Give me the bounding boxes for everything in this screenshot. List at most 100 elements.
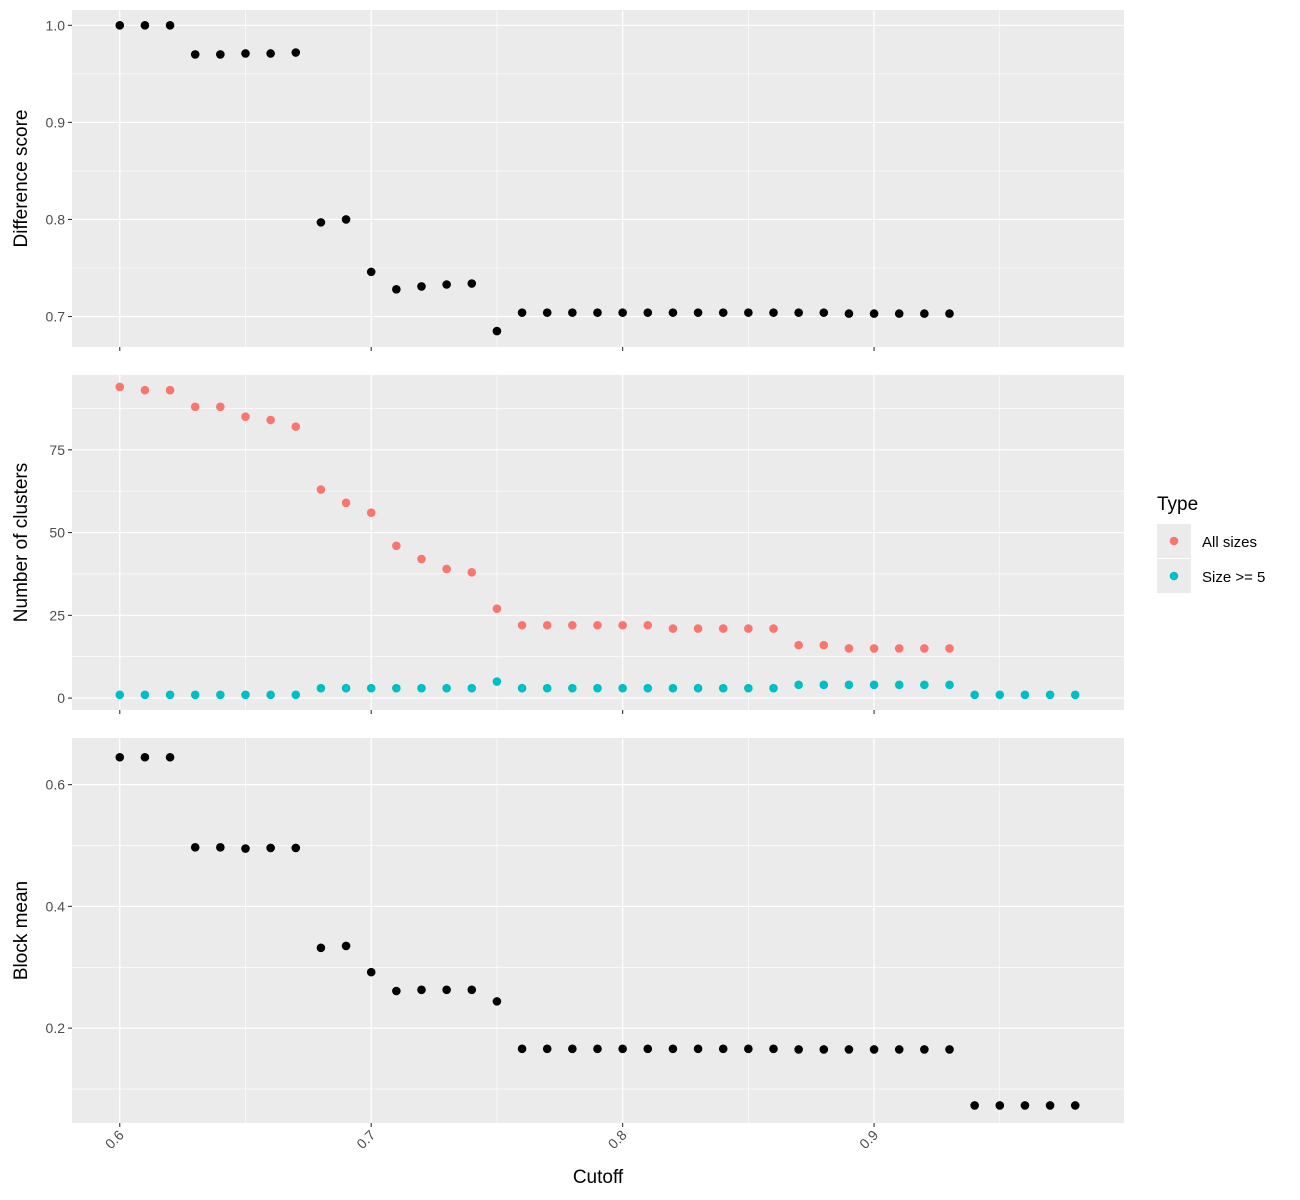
data-point (769, 624, 778, 633)
data-point (794, 308, 803, 317)
data-point (844, 309, 854, 318)
x-tick-label: 0.8 (605, 1127, 630, 1152)
data-point (341, 683, 351, 693)
x-tick-label: 0.7 (353, 1127, 378, 1152)
data-point (392, 986, 401, 996)
data-point (744, 1044, 753, 1054)
data-point (945, 680, 954, 690)
series-points (115, 752, 1080, 1110)
data-point (366, 508, 376, 518)
data-point (1020, 1101, 1030, 1110)
series-points (115, 21, 954, 336)
data-point (769, 1044, 778, 1054)
data-point (618, 1044, 627, 1054)
data-point (769, 683, 778, 693)
y-tick-label: 50 (49, 525, 65, 541)
data-point (693, 308, 703, 317)
data-point (492, 604, 502, 614)
data-point (593, 1044, 602, 1054)
data-point (190, 402, 200, 412)
y-axis-title: Block mean (11, 881, 32, 980)
data-point (442, 683, 451, 693)
data-point (995, 1101, 1005, 1110)
data-point (945, 309, 954, 318)
data-point (241, 412, 250, 422)
data-point (241, 690, 250, 700)
y-tick-label: 25 (49, 607, 65, 623)
data-point (844, 644, 854, 653)
data-point (643, 308, 653, 317)
data-point (115, 690, 125, 700)
data-point (291, 843, 301, 853)
data-point (869, 1045, 879, 1054)
data-point (165, 690, 175, 700)
data-point (417, 985, 426, 995)
data-point (894, 644, 904, 653)
data-point (744, 683, 753, 693)
data-point (366, 967, 376, 977)
data-point (266, 415, 275, 425)
data-point (492, 677, 502, 686)
data-point (668, 683, 678, 693)
y-tick-label: 0 (57, 690, 65, 706)
data-point (869, 309, 879, 318)
data-point (568, 1044, 577, 1054)
data-point (341, 498, 351, 508)
data-point (643, 1044, 653, 1054)
data-point (366, 267, 376, 277)
data-point (1070, 1101, 1080, 1110)
data-point (593, 683, 602, 693)
data-point (844, 680, 854, 690)
data-point (794, 640, 803, 650)
data-point (693, 624, 703, 633)
data-point (568, 308, 577, 317)
data-point (266, 49, 275, 58)
data-point (643, 683, 653, 693)
legend-label-all-sizes: All sizes (1202, 534, 1257, 551)
data-point (542, 620, 552, 630)
data-point (744, 624, 753, 633)
data-point (744, 308, 753, 317)
data-point (492, 997, 502, 1006)
data-point (618, 620, 627, 630)
data-point (894, 309, 904, 318)
data-point (618, 683, 627, 693)
data-point (442, 280, 451, 289)
data-point (593, 308, 602, 317)
data-point (190, 843, 200, 852)
data-point (291, 690, 301, 700)
y-tick-label: 0.6 (46, 777, 66, 793)
data-point (568, 620, 577, 630)
data-point (618, 308, 627, 317)
data-point (216, 50, 225, 59)
data-point (366, 683, 376, 693)
y-tick-label: 0.7 (46, 309, 66, 325)
data-point (216, 843, 225, 852)
data-point (769, 308, 778, 317)
data-point (693, 1044, 703, 1054)
data-point (945, 1045, 954, 1054)
data-point (643, 620, 653, 630)
panel-background (72, 375, 1124, 710)
data-point (291, 422, 301, 431)
data-point (1020, 690, 1030, 700)
data-point (165, 752, 175, 762)
data-point (266, 690, 275, 700)
series-size-5 (115, 677, 1080, 700)
data-point (190, 690, 200, 700)
panels-layer: 0.7 0.8 0.9 1.0 Difference score 0 25 50 75 Numbe… (11, 10, 1124, 1127)
data-point (316, 943, 326, 953)
data-point (517, 683, 527, 693)
data-point (920, 644, 929, 653)
data-point (568, 683, 577, 693)
data-point (517, 1044, 527, 1054)
data-point (115, 752, 125, 762)
data-point (819, 308, 829, 317)
data-point (417, 683, 426, 693)
data-point (392, 683, 401, 693)
data-point (794, 1045, 803, 1054)
data-point (140, 21, 150, 30)
data-point (920, 309, 929, 318)
data-point (392, 285, 401, 294)
